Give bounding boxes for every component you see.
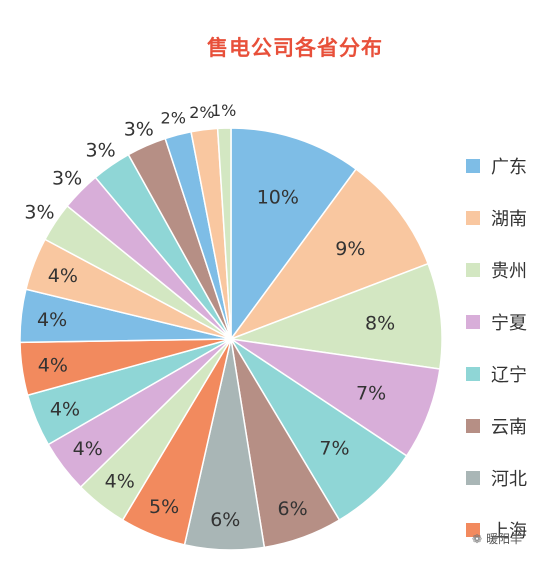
pie-slice-label-7: 6% <box>210 509 240 531</box>
legend-item-4: 宁夏 <box>466 296 527 348</box>
legend-item-8: 上海 <box>466 504 527 556</box>
pie-slice-label-17: 3% <box>85 140 115 162</box>
pie-slice-label-19: 2% <box>161 108 186 127</box>
pie-slice-3 <box>228 262 443 370</box>
pie-slice-label-1: 10% <box>257 186 299 208</box>
legend-swatch <box>466 471 480 485</box>
legend-label: 贵州 <box>491 261 527 282</box>
legend-label: 云南 <box>491 417 527 438</box>
watermark-text: 暖阳羊 <box>486 532 523 546</box>
pie-slice-label-5: 7% <box>319 438 349 460</box>
pie-slice-1 <box>230 127 358 342</box>
pie-slice-label-13: 4% <box>37 309 67 331</box>
legend-swatch <box>466 523 480 537</box>
pie-slice-label-15: 3% <box>24 202 54 224</box>
pie-slice-label-9: 4% <box>105 470 135 492</box>
legend-item-3: 贵州 <box>466 244 527 296</box>
pie-slice-21 <box>216 127 232 340</box>
legend-item-2: 湖南 <box>466 192 527 244</box>
pie-slice-label-11: 4% <box>50 399 80 421</box>
pie-slice-label-6: 6% <box>277 498 307 520</box>
pie-slice-label-8: 5% <box>149 496 179 518</box>
pie-slice-label-16: 3% <box>52 168 82 190</box>
legend: 广东湖南贵州宁夏辽宁云南河北上海 <box>466 140 527 556</box>
legend-swatch <box>466 367 480 381</box>
legend-label: 湖南 <box>491 209 527 230</box>
wechat-icon: ❁ <box>472 531 483 546</box>
pie-slice-label-18: 3% <box>124 118 154 140</box>
legend-label: 辽宁 <box>491 365 527 386</box>
legend-swatch <box>466 419 480 433</box>
legend-swatch <box>466 159 480 173</box>
pie-slice-label-4: 7% <box>356 383 386 405</box>
pie-slice-2 <box>228 168 430 341</box>
legend-swatch <box>466 315 480 329</box>
legend-item-1: 广东 <box>466 140 527 192</box>
legend-swatch <box>466 211 480 225</box>
pie-slice-label-2: 9% <box>335 238 365 260</box>
pie-slice-label-10: 4% <box>73 438 103 460</box>
legend-label: 上海 <box>491 521 527 542</box>
pie-slice-label-20: 2% <box>189 103 214 122</box>
legend-item-6: 云南 <box>466 400 527 452</box>
legend-swatch <box>466 263 480 277</box>
pie-slice-label-14: 4% <box>48 265 78 287</box>
legend-item-5: 辽宁 <box>466 348 527 400</box>
pie-slice-label-3: 8% <box>365 312 395 334</box>
legend-item-7: 河北 <box>466 452 527 504</box>
legend-label: 河北 <box>491 469 527 490</box>
legend-label: 广东 <box>491 157 527 178</box>
pie-slice-label-21: 1% <box>211 101 236 120</box>
pie-slice-label-12: 4% <box>38 355 68 377</box>
chart-title: 售电公司各省分布 <box>207 36 383 60</box>
legend-label: 宁夏 <box>491 313 527 334</box>
watermark: ❁ 暖阳羊 <box>472 530 522 547</box>
